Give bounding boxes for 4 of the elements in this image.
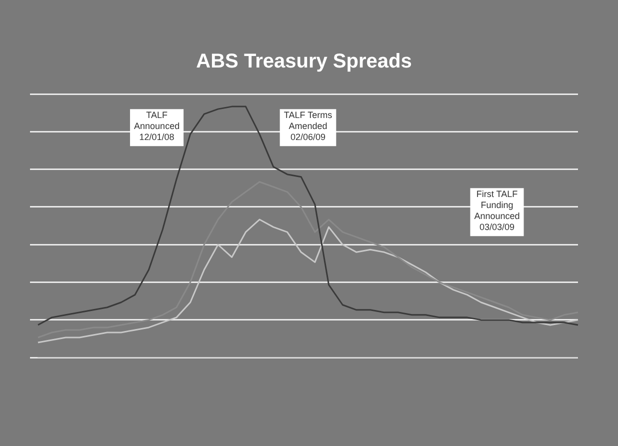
annotation: TALF Terms Amended 02/06/09 — [284, 110, 333, 142]
annotation: TALF Announced 12/01/08 — [134, 110, 180, 142]
chart-title: ABS Treasury Spreads — [196, 50, 412, 73]
annotation: First TALF Funding Announced 03/03/09 — [474, 189, 520, 232]
